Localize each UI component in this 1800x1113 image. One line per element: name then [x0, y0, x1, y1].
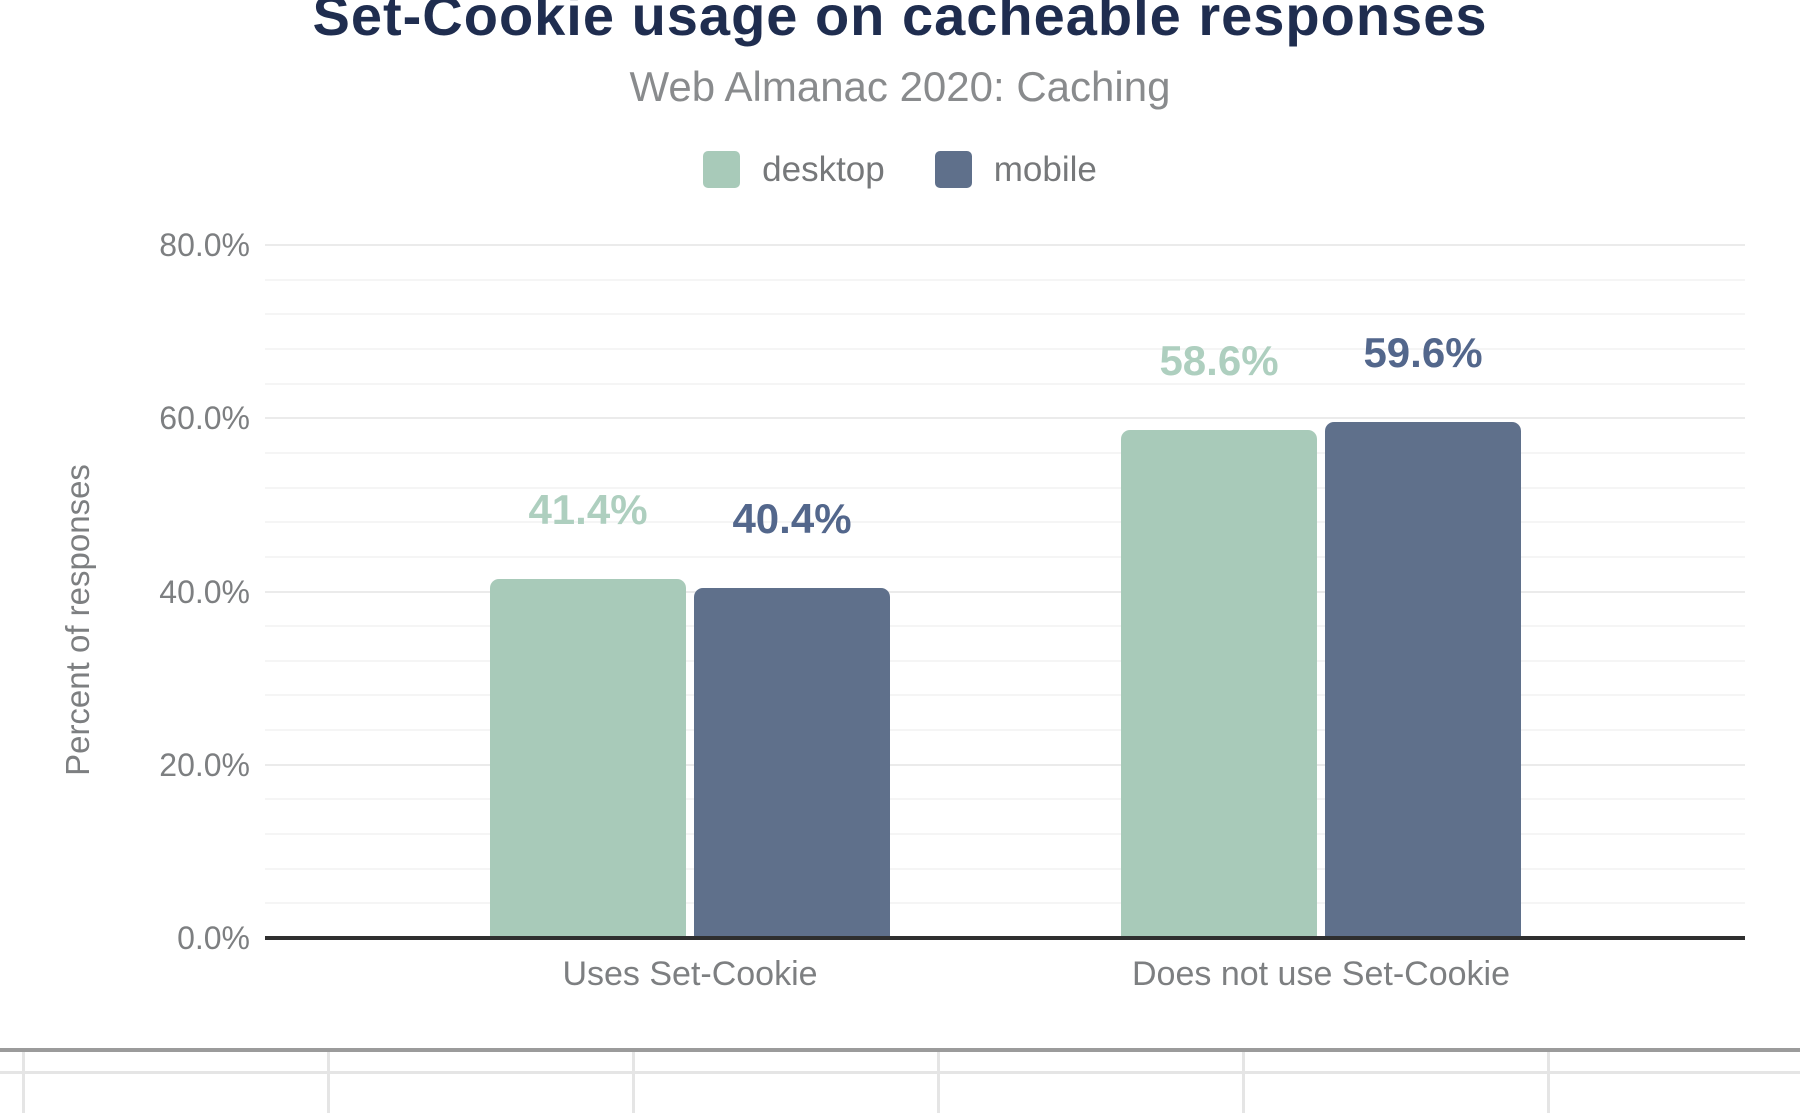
legend-swatch-mobile [934, 151, 972, 188]
bar-mobile-1 [1325, 421, 1521, 938]
gridline-major-80 [265, 244, 1745, 246]
bar-mobile-0 [694, 588, 890, 938]
y-tick-label-0: 0.0% [177, 920, 250, 956]
bar-desktop-0 [490, 579, 686, 938]
x-category-label-0: Uses Set-Cookie [562, 955, 818, 993]
value-label-mobile-0: 40.4% [732, 495, 852, 543]
value-label-desktop-0: 41.4% [528, 486, 648, 534]
gridline-minor-16 [265, 798, 1745, 801]
gridline-minor-24 [265, 729, 1745, 732]
gridline-minor-76 [265, 278, 1745, 281]
table-column-border-0 [22, 1052, 25, 1113]
gridline-minor-8 [265, 867, 1745, 870]
legend-item-desktop: desktop [703, 151, 885, 188]
gridline-minor-64 [265, 382, 1745, 385]
chart-legend: desktop mobile [0, 151, 1800, 188]
table-column-border-4 [1242, 1052, 1245, 1113]
value-label-desktop-1: 58.6% [1159, 337, 1279, 385]
gridline-major-20 [265, 763, 1745, 766]
gridline-minor-56 [265, 451, 1745, 454]
legend-item-mobile: mobile [934, 150, 1097, 189]
gridline-minor-32 [265, 659, 1745, 662]
gridline-minor-52 [265, 486, 1745, 489]
chart-subtitle: Web Almanac 2020: Caching [629, 63, 1171, 110]
gridline-minor-68 [265, 347, 1745, 350]
gridline-minor-44 [265, 555, 1745, 558]
y-tick-label-60: 60.0% [159, 400, 250, 437]
y-tick-label-40: 40.0% [159, 573, 250, 610]
value-label-mobile-1: 59.6% [1363, 328, 1483, 376]
table-top-border [0, 1048, 1800, 1052]
x-category-label-1: Does not use Set-Cookie [1132, 955, 1510, 993]
gridline-minor-28 [265, 694, 1745, 697]
y-axis-title: Percent of responses [59, 464, 96, 776]
gridline-minor-72 [265, 313, 1745, 316]
gridline-minor-12 [265, 833, 1745, 836]
table-column-border-1 [327, 1052, 330, 1113]
y-tick-label-80: 80.0% [159, 227, 250, 263]
gridline-minor-4 [265, 902, 1745, 905]
legend-label-desktop: desktop [762, 150, 885, 189]
table-row-separator [0, 1071, 1800, 1074]
table-column-border-3 [937, 1052, 940, 1113]
gridline-minor-48 [265, 521, 1745, 524]
bar-desktop-1 [1121, 430, 1317, 938]
x-axis-baseline [265, 936, 1745, 940]
chart-title: Set-Cookie usage on cacheable responses [312, 0, 1488, 47]
legend-label-mobile: mobile [993, 150, 1097, 189]
table-column-border-2 [632, 1052, 635, 1113]
legend-swatch-desktop [703, 151, 741, 188]
gridline-major-40 [265, 590, 1745, 593]
gridline-major-60 [265, 417, 1745, 420]
y-tick-label-20: 20.0% [159, 746, 250, 783]
gridline-minor-36 [265, 625, 1745, 628]
table-column-border-5 [1547, 1052, 1550, 1113]
